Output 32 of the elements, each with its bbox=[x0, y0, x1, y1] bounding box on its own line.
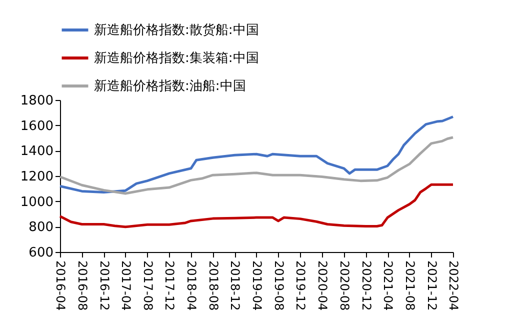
x-tick-label: 2018-04 bbox=[184, 260, 198, 311]
x-tick-label: 2018-12 bbox=[228, 260, 242, 311]
legend-label: 新造船价格指数:散货船:中国 bbox=[94, 23, 259, 38]
line-series bbox=[58, 183, 454, 228]
x-tick-label: 2017-08 bbox=[140, 260, 155, 311]
x-tick-label: 2020-12 bbox=[359, 260, 374, 311]
y-tick-label: 1000 bbox=[20, 194, 54, 210]
y-tick-label: 1200 bbox=[20, 170, 54, 184]
y-tick-label: 800 bbox=[28, 220, 54, 236]
x-tick-label: 2017-04 bbox=[118, 260, 133, 311]
x-tick-label: 2017-12 bbox=[162, 260, 177, 311]
legend-label: 新造船价格指数:集装箱:中国 bbox=[94, 51, 259, 66]
x-tick-label: 2019-04 bbox=[250, 260, 264, 311]
line-series bbox=[58, 136, 454, 195]
x-tick-label: 2019-12 bbox=[294, 260, 308, 311]
line-series bbox=[58, 115, 454, 194]
x-tick-label: 2018-08 bbox=[206, 260, 220, 311]
x-tick-label: 2020-08 bbox=[337, 260, 352, 311]
x-tick-label: 2022-04 bbox=[446, 260, 460, 311]
x-tick-label: 2016-04 bbox=[54, 260, 68, 311]
y-tick-label: 1600 bbox=[20, 118, 54, 134]
x-tick-label: 2016-12 bbox=[97, 260, 112, 311]
y-tick-label: 1800 bbox=[20, 94, 54, 108]
x-tick-label: 2019-08 bbox=[272, 260, 286, 311]
x-tick-label: 2020-04 bbox=[316, 260, 330, 311]
x-tick-label: 2021-08 bbox=[402, 260, 417, 311]
y-tick-label: 600 bbox=[28, 246, 54, 260]
legend-label: 新造船价格指数:油船:中国 bbox=[94, 79, 246, 94]
x-tick-label: 2021-12 bbox=[424, 260, 439, 311]
x-tick-label: 2021-04 bbox=[381, 260, 396, 311]
y-tick-label: 1400 bbox=[20, 144, 54, 160]
x-tick-label: 2016-08 bbox=[75, 260, 90, 311]
